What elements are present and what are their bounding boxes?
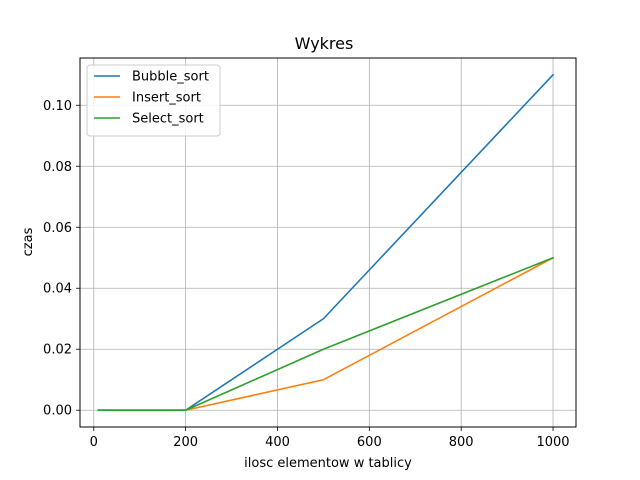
- chart-title: Wykres: [295, 34, 354, 53]
- y-tick-label: 0.04: [43, 282, 72, 297]
- legend: Bubble_sort Insert_sort Select_sort: [86, 64, 221, 137]
- y-tick-label: 0.10: [43, 99, 72, 114]
- series-lines: [97, 73, 555, 412]
- x-tick-label: 400: [265, 435, 290, 450]
- legend-entry: Select_sort: [132, 112, 204, 127]
- series-line-select-sort: [97, 256, 555, 412]
- legend-entry: Insert_sort: [132, 91, 201, 106]
- y-axis-ticks: 0.00 0.02 0.04 0.06 0.08 0.10: [43, 99, 80, 419]
- y-tick-label: 0.02: [43, 343, 72, 358]
- x-tick-label: 800: [449, 435, 474, 450]
- x-axis-label: ilosc elementow w tablicy: [244, 456, 412, 471]
- legend-entry: Bubble_sort: [132, 70, 209, 85]
- x-tick-label: 200: [173, 435, 198, 450]
- x-axis-ticks: 0 200 400 600 800 1000: [90, 427, 570, 450]
- y-tick-label: 0.08: [43, 160, 72, 175]
- plot-frame: [79, 57, 577, 428]
- y-tick-label: 0.00: [43, 404, 72, 419]
- x-tick-label: 1000: [536, 435, 569, 450]
- series-line-insert-sort: [97, 256, 555, 412]
- legend-box: [86, 64, 221, 137]
- x-tick-label: 600: [357, 435, 382, 450]
- y-axis-label: czas: [21, 227, 36, 256]
- x-tick-label: 0: [90, 435, 98, 450]
- y-tick-label: 0.06: [43, 221, 72, 236]
